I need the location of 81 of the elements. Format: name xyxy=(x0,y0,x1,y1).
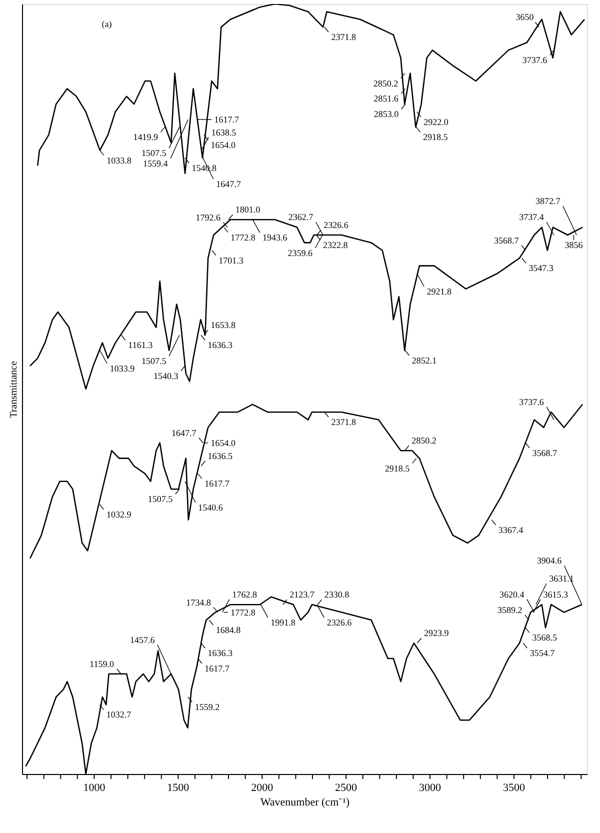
x-axis-title: Wavenumber (cm⁻¹) xyxy=(260,796,350,808)
annotation: 1734.8 xyxy=(186,597,212,608)
annotation: 2918.5 xyxy=(384,463,410,474)
x-tick-label: 1000 xyxy=(83,782,106,794)
annotation: 2371.8 xyxy=(331,417,357,428)
annotation: 2921.8 xyxy=(426,286,452,296)
annotation: 3554.7 xyxy=(530,648,556,658)
annotation: 1032.7 xyxy=(106,710,132,720)
annotation: 1801.0 xyxy=(235,204,261,215)
annotation: 1991.8 xyxy=(270,618,296,628)
annotation: 1638.5 xyxy=(211,127,237,138)
annotation: 2850.2 xyxy=(373,78,398,88)
y-axis-title: Transmittance xyxy=(8,360,20,418)
annotation: 1540.6 xyxy=(198,502,224,512)
annotation: 1943.6 xyxy=(262,232,288,243)
annotation: 1033.8 xyxy=(106,155,132,166)
annotation: 1617.7 xyxy=(204,664,230,674)
annotation: 1507.5 xyxy=(148,494,174,504)
annotation: 3589.2 xyxy=(497,605,522,615)
annotation: 1701.3 xyxy=(218,255,244,266)
annotation: 2326.6 xyxy=(326,618,352,628)
annotation: (a) xyxy=(102,19,112,29)
annotation: 1559.2 xyxy=(194,702,220,712)
annotation: 2852.1 xyxy=(412,356,437,366)
annotation: 2922.0 xyxy=(424,116,449,127)
annotation: 1161.3 xyxy=(128,340,154,350)
x-tick-label: 1500 xyxy=(167,782,190,794)
annotation: 1159.0 xyxy=(90,658,114,669)
annotation: 1684.8 xyxy=(216,625,242,635)
annotation: 2853.0 xyxy=(374,109,400,120)
annotation: 1033.9 xyxy=(110,364,136,374)
x-tick-label: 2000 xyxy=(251,782,274,794)
annotation: 3872.7 xyxy=(535,196,561,206)
annotation: 3367.4 xyxy=(498,524,524,535)
annotation: 1762.8 xyxy=(232,589,258,600)
x-tick-label: 3000 xyxy=(419,782,442,794)
annotation: 1654.0 xyxy=(210,438,236,448)
annotation: 1792.6 xyxy=(196,212,222,222)
annotation: 2359.6 xyxy=(288,248,314,258)
annotation: 2362.7 xyxy=(288,212,314,222)
annotation: 1636.5 xyxy=(208,451,234,461)
annotation: 1419.9 xyxy=(133,132,158,142)
annotation: 3620.4 xyxy=(500,589,525,600)
annotation: 3904.6 xyxy=(536,556,562,566)
annotation: 3737.4 xyxy=(519,212,544,222)
annotation: 2371.8 xyxy=(331,32,357,42)
annotation: 1457.6 xyxy=(130,634,156,645)
x-tick-label: 3500 xyxy=(502,782,526,794)
annotation: 1540.3 xyxy=(153,370,179,381)
annotation: 2923.9 xyxy=(424,628,450,638)
annotation: 1617.7 xyxy=(214,114,240,124)
annotation: 3568.5 xyxy=(532,632,558,643)
annotation: 2851.6 xyxy=(374,94,399,104)
annotation: 3737.6 xyxy=(522,55,548,66)
annotation: 1654.0 xyxy=(210,140,236,150)
annotation: 3568.7 xyxy=(532,448,558,458)
annotation: 1032.9 xyxy=(106,510,132,520)
annotation: 2918.5 xyxy=(423,132,448,142)
annotation: 3547.3 xyxy=(528,263,554,274)
annotation: 2326.6 xyxy=(324,220,349,230)
annotation: 2322.8 xyxy=(323,240,348,250)
annotation: 1507.5 xyxy=(142,356,167,366)
x-tick-label: 2500 xyxy=(335,782,358,794)
annotation: 1647.7 xyxy=(216,179,242,189)
annotation: 1636.3 xyxy=(208,340,234,350)
annotation: 1772.8 xyxy=(230,232,256,242)
annotation: 2123.7 xyxy=(290,590,315,600)
annotation: 1617.7 xyxy=(204,478,230,489)
annotation: 1559.4 xyxy=(143,158,168,168)
annotation: 3650 xyxy=(516,12,534,22)
annotation: 3568.7 xyxy=(494,235,520,246)
annotation: 1507.5 xyxy=(142,148,167,158)
annotation: 1647.7 xyxy=(171,428,197,438)
annotation: 1772.8 xyxy=(230,607,256,618)
annotation: 2330.8 xyxy=(324,590,350,600)
annotation: 3856 xyxy=(564,240,584,250)
annotation: 3737.6 xyxy=(519,396,544,407)
annotation: 3615.3 xyxy=(543,589,568,600)
annotation: 1636.3 xyxy=(208,648,234,658)
annotation: 2850.2 xyxy=(412,436,436,446)
annotation: 1653.8 xyxy=(210,320,236,330)
